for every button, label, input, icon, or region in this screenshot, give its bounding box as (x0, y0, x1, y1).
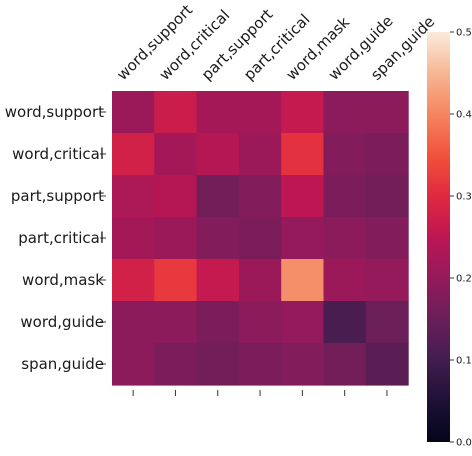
colorbar-tick-label: 0.4 (456, 110, 472, 121)
heatmap-cell (196, 343, 240, 386)
heatmap-cell (281, 217, 325, 260)
heatmap-cell (281, 301, 325, 344)
heatmap-cell (365, 91, 409, 134)
heatmap-cell (238, 91, 282, 134)
heatmap-cell (112, 175, 155, 218)
heatmap-cell (196, 217, 240, 260)
heatmap-cell (154, 91, 198, 134)
heatmap-cell (365, 217, 409, 260)
heatmap-cell (238, 133, 282, 176)
heatmap-cell (323, 301, 367, 344)
heatmap-cell (196, 175, 240, 218)
heatmap-cell (323, 175, 367, 218)
colorbar-tick-label: 0.1 (456, 356, 472, 367)
heatmap-cell (196, 91, 240, 134)
colorbar-tick-label: 0.0 (456, 438, 472, 449)
heatmap-cell (281, 343, 325, 386)
colorbar: 0.0 0.1 0.2 0.3 0.4 0.5 (427, 28, 472, 449)
heatmap-cell (154, 217, 198, 260)
heatmap-cell (323, 343, 367, 386)
y-tick-label: span,guide (21, 355, 104, 373)
heatmap-cell (238, 301, 282, 344)
heatmap-cell (281, 259, 325, 302)
heatmap-cell (112, 133, 155, 176)
heatmap-cell (112, 259, 155, 302)
heatmap-cell (112, 301, 155, 344)
heatmap-cell (238, 217, 282, 260)
y-tick-label: word,critical (12, 145, 104, 163)
heatmap-cell (365, 259, 409, 302)
heatmap-cell (196, 259, 240, 302)
heatmap-cell (112, 343, 155, 386)
heatmap-cell (154, 175, 198, 218)
heatmap-cell (281, 91, 325, 134)
colorbar-tick-label: 0.5 (456, 28, 472, 39)
heatmap-cell (323, 91, 367, 134)
heatmap-cell (323, 259, 367, 302)
heatmap-cell (365, 301, 409, 344)
y-axis: word,support word,critical part,support par… (5, 103, 106, 373)
heatmap-cell (154, 259, 198, 302)
y-tick-label: part,critical (18, 229, 104, 247)
colorbar-tick-label: 0.3 (456, 192, 472, 203)
heatmap-cell (323, 133, 367, 176)
heatmap-cell (196, 301, 240, 344)
heatmap-cell (196, 133, 240, 176)
colorbar-tick-label: 0.2 (456, 274, 472, 285)
y-tick-label: word,support (5, 103, 104, 121)
heatmap-cell (323, 217, 367, 260)
heatmap-cell (154, 343, 198, 386)
heatmap-cell (365, 175, 409, 218)
heatmap-cell (154, 133, 198, 176)
heatmap-cell (238, 175, 282, 218)
heatmap-cell (238, 259, 282, 302)
y-tick-label: word,mask (22, 271, 104, 289)
heatmap-cell (154, 301, 198, 344)
heatmap-cell (112, 217, 155, 260)
heatmap-cells (112, 91, 409, 386)
colorbar-gradient (427, 32, 450, 442)
y-tick-label: part,support (11, 187, 104, 205)
y-tick-label: word,guide (20, 313, 104, 331)
heatmap-cell (281, 133, 325, 176)
heatmap-cell (281, 175, 325, 218)
heatmap-cell (238, 343, 282, 386)
heatmap-cell (112, 91, 155, 134)
heatmap-cell (365, 343, 409, 386)
heatmap-cell (365, 133, 409, 176)
